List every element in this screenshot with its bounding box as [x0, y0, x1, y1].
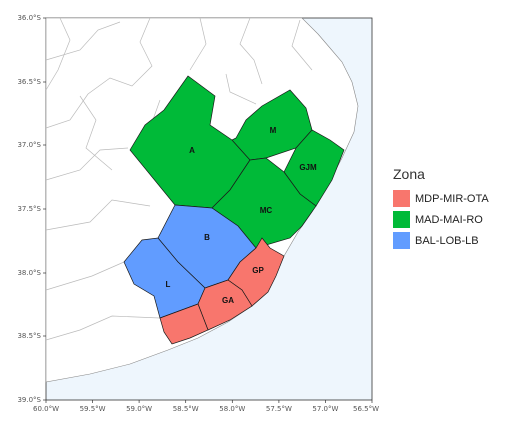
legend-item: BAL-LOB-LB [393, 230, 503, 251]
y-tick-label: 36.5°S [17, 78, 41, 86]
y-axis [43, 17, 46, 401]
legend: Zona MDP-MIR-OTA MAD-MAI-RO BAL-LOB-LB [393, 166, 503, 251]
zone-label-mc: MC [260, 206, 273, 215]
legend-label: MDP-MIR-OTA [415, 192, 489, 205]
zone-label-b: B [204, 233, 210, 242]
y-tick-label: 38.5°S [17, 332, 41, 340]
legend-swatch [393, 190, 410, 207]
x-tick-label: 57.0°W [312, 405, 338, 413]
legend-item: MDP-MIR-OTA [393, 188, 503, 209]
x-tick-label: 58.5°W [173, 405, 199, 413]
y-tick-label: 37.5°S [17, 205, 41, 213]
partido-borders [45, 17, 313, 341]
x-tick-label: 60.0°W [33, 405, 59, 413]
zone-label-gjm: GJM [299, 163, 317, 172]
y-tick-label: 37.0°S [17, 141, 41, 149]
legend-item: MAD-MAI-RO [393, 209, 503, 230]
zone-label-l: L [166, 280, 171, 289]
y-tick-label: 36.0°S [17, 14, 41, 22]
legend-swatch [393, 211, 410, 228]
y-tick-label: 38.0°S [17, 269, 41, 277]
zone-label-a: A [189, 146, 195, 155]
x-tick-label: 57.5°W [266, 405, 292, 413]
legend-label: MAD-MAI-RO [415, 213, 483, 226]
x-axis [45, 400, 373, 403]
legend-swatch [393, 232, 410, 249]
zone-label-gp: GP [252, 266, 264, 275]
y-tick-label: 39.0°S [17, 396, 41, 404]
zone-label-ga: GA [222, 296, 234, 305]
zone-label-m: M [270, 126, 277, 135]
x-tick-label: 56.5°W [353, 405, 379, 413]
legend-title: Zona [393, 166, 425, 182]
legend-label: BAL-LOB-LB [415, 234, 479, 247]
zone-coast-south [159, 303, 209, 345]
x-tick-label: 59.0°W [126, 405, 152, 413]
x-tick-label: 59.5°W [80, 405, 106, 413]
x-tick-label: 58.0°W [219, 405, 245, 413]
